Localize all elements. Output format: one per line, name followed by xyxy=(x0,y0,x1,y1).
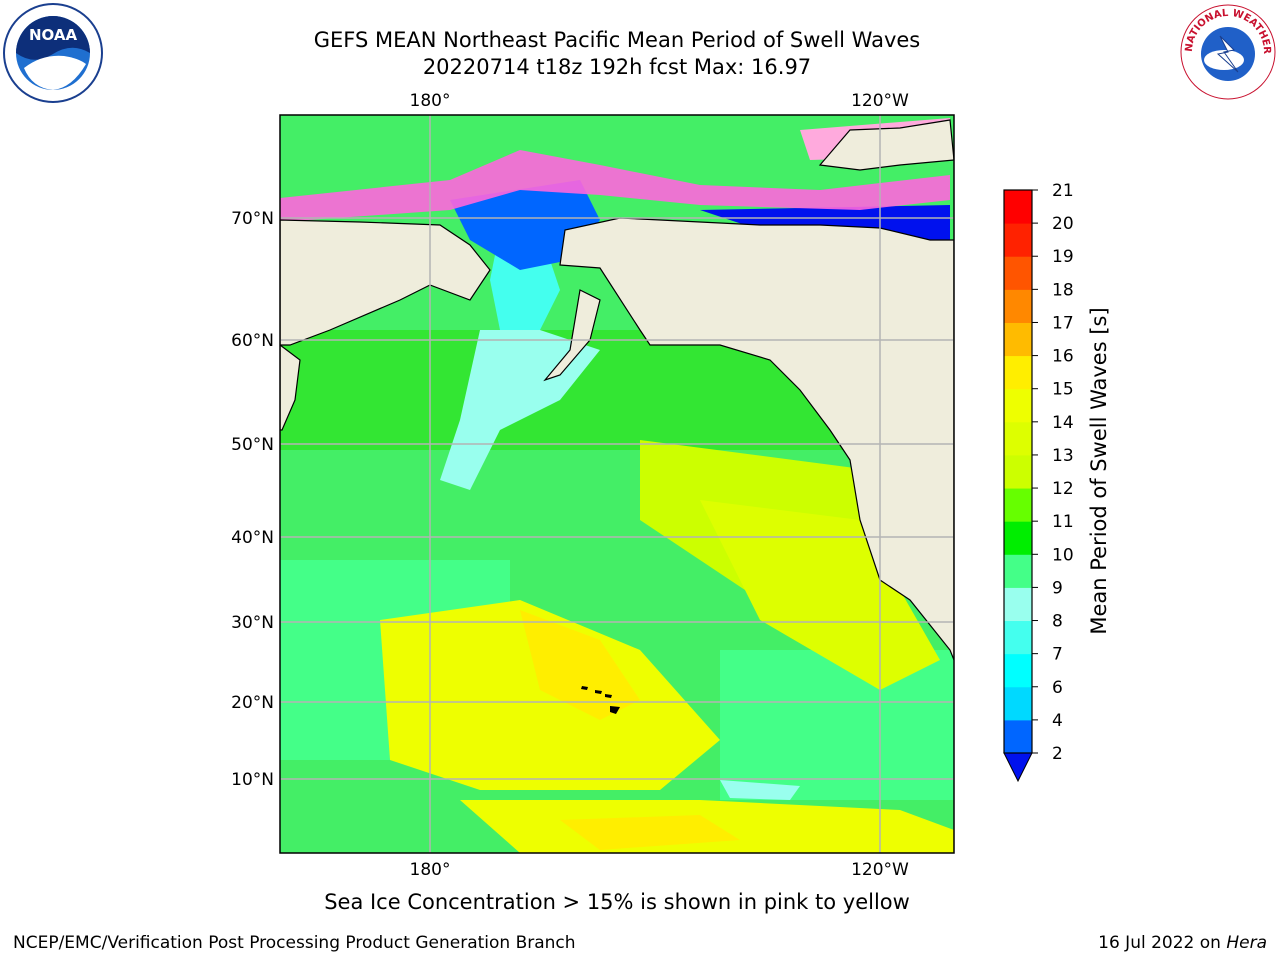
swell-zone-south-core xyxy=(560,815,740,850)
colorbar-tick-label: 14 xyxy=(1052,413,1074,433)
colorbar-tick-label: 9 xyxy=(1052,578,1063,598)
noaa-logo: NOAA xyxy=(3,3,103,103)
title-line-2: 20220714 t18z 192h fcst Max: 16.97 xyxy=(422,55,812,79)
noaa-logo-text: NOAA xyxy=(29,26,78,44)
colorbar-bin xyxy=(1004,488,1032,522)
lon-label-bottom-120w: 120°W xyxy=(851,860,909,880)
colorbar-tick-label: 6 xyxy=(1052,678,1063,698)
colorbar-bin xyxy=(1004,686,1032,721)
colorbar-tick-label: 21 xyxy=(1052,181,1074,201)
colorbar-bin xyxy=(1004,289,1032,323)
map-content xyxy=(280,115,954,853)
lat-label-30n: 30°N xyxy=(231,613,274,633)
colorbar-bin xyxy=(1004,388,1032,423)
colorbar-tick-label: 12 xyxy=(1052,479,1074,499)
land-arctic-islands xyxy=(818,119,954,171)
colorbar-tick-label: 10 xyxy=(1052,545,1074,565)
footer-host: Hera xyxy=(1226,933,1267,953)
sea-ice-band xyxy=(280,150,950,222)
footer-date-text: 16 Jul 2022 on xyxy=(1098,933,1227,953)
footer-date: 16 Jul 2022 on Hera xyxy=(1098,933,1267,953)
colorbar-tick-label: 19 xyxy=(1052,247,1074,267)
ocean-band-east xyxy=(720,650,954,800)
colorbar-tick-label: 8 xyxy=(1052,612,1063,632)
colorbar-tick-label: 2 xyxy=(1052,744,1063,764)
lon-label-top-180: 180° xyxy=(410,91,451,111)
colorbar-label: Mean Period of Swell Waves [s] xyxy=(1087,307,1111,634)
lon-label-bottom-180: 180° xyxy=(410,860,451,880)
lat-label-40n: 40°N xyxy=(231,528,274,548)
colorbar-bin xyxy=(1004,355,1032,390)
land-alaska-peninsula xyxy=(543,289,601,382)
colorbar-bin xyxy=(1004,190,1032,224)
colorbar-tick-label: 18 xyxy=(1052,280,1074,300)
gridlines xyxy=(280,115,954,853)
colorbar-bin xyxy=(1004,454,1032,489)
colorbar-under-extension xyxy=(1003,752,1033,783)
island-hawaii xyxy=(610,706,620,714)
swell-zone-hawaii-core xyxy=(520,610,640,720)
lon-label-top-120w: 120°W xyxy=(851,91,909,111)
colorbar-tick-label: 13 xyxy=(1052,446,1074,466)
lat-label-10n: 10°N xyxy=(231,770,274,790)
colorbar-bin xyxy=(1004,521,1032,555)
colorbar-bin xyxy=(1004,554,1032,588)
lat-label-50n: 50°N xyxy=(231,435,274,455)
land-north-america xyxy=(559,217,954,661)
colorbar-tick-label: 4 xyxy=(1052,711,1063,731)
lat-label-70n: 70°N xyxy=(231,209,274,229)
colorbar-tick-label: 11 xyxy=(1052,512,1074,532)
nws-logo: NATIONAL WEATHER SERVICE xyxy=(1178,2,1276,100)
sea-ice-note: Sea Ice Concentration > 15% is shown in … xyxy=(324,890,910,914)
swell-zone-short-period xyxy=(720,780,800,800)
island-maui xyxy=(605,694,612,698)
colorbar-bin xyxy=(1004,322,1032,357)
colorbar-bin xyxy=(1004,587,1032,622)
colorbar-bin xyxy=(1004,256,1032,290)
land-kamchatka xyxy=(280,344,301,431)
colorbar-tick-label: 15 xyxy=(1052,380,1074,400)
colorbar-bin xyxy=(1004,223,1032,257)
colorbar: 2 4 6 7 8 9 10 11 12 13 14 15 16 17 18 19 20 21 xyxy=(1003,181,1074,783)
colorbar-tick-label: 20 xyxy=(1052,214,1074,234)
colorbar-bin xyxy=(1004,421,1032,456)
island-oahu xyxy=(595,690,602,694)
colorbar-bin xyxy=(1004,620,1032,655)
colorbar-tick-label: 7 xyxy=(1052,645,1063,665)
map-frame xyxy=(279,114,955,854)
island-kauai xyxy=(581,686,588,690)
land-siberia xyxy=(280,219,491,346)
colorbar-bin xyxy=(1004,719,1032,754)
title-line-1: GEFS MEAN Northeast Pacific Mean Period … xyxy=(313,28,921,52)
footer-credit: NCEP/EMC/Verification Post Processing Pr… xyxy=(13,933,576,953)
colorbar-tick-label: 17 xyxy=(1052,313,1074,333)
lat-label-60n: 60°N xyxy=(231,331,274,351)
colorbar-tick-label: 16 xyxy=(1052,347,1074,367)
lat-label-20n: 20°N xyxy=(231,693,274,713)
colorbar-frame xyxy=(1003,189,1033,754)
colorbar-bin xyxy=(1004,653,1032,688)
